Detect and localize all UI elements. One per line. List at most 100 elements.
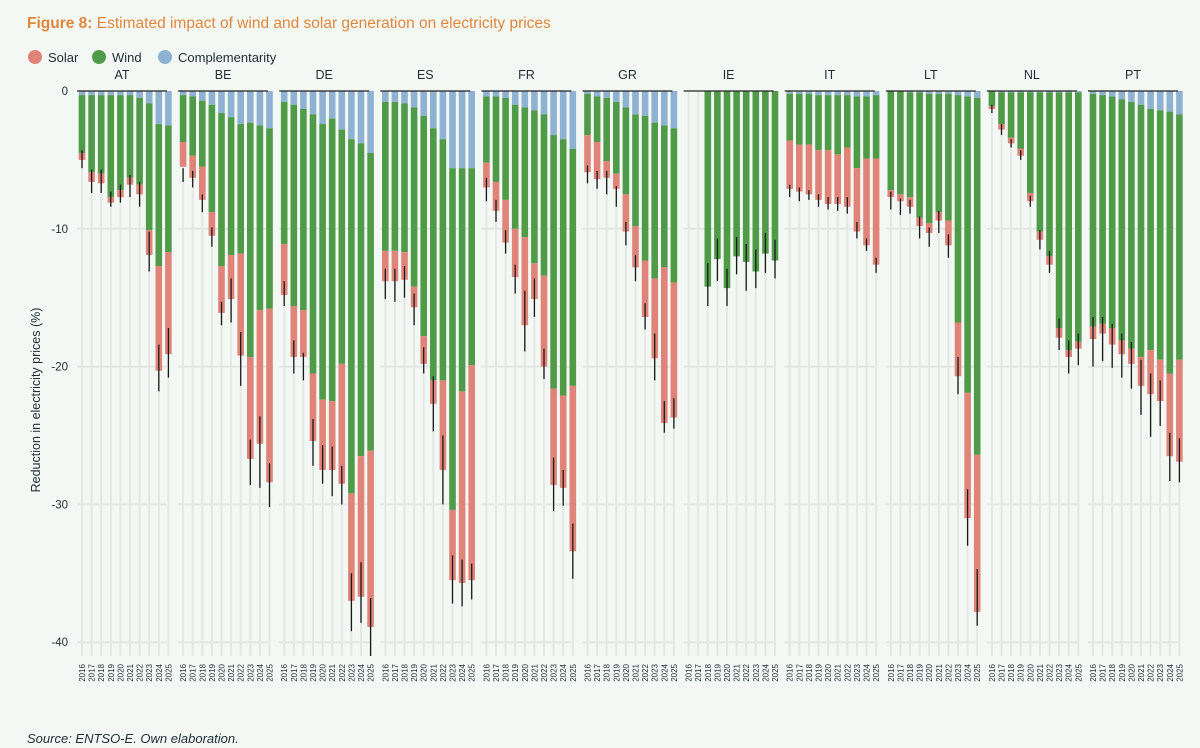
bar-complementarity xyxy=(613,91,620,103)
x-tick-label: 2024 xyxy=(559,663,568,681)
bar-complementarity xyxy=(155,91,163,125)
bar-wind xyxy=(897,91,904,195)
x-tick-label: 2020 xyxy=(319,663,328,681)
x-tick-label: 2021 xyxy=(429,663,438,681)
bar-complementarity xyxy=(357,91,365,144)
bar-wind xyxy=(1118,99,1126,341)
bar-wind xyxy=(208,104,216,213)
bar-complementarity xyxy=(430,91,437,129)
bar-wind xyxy=(954,95,962,323)
x-tick-label: 2023 xyxy=(246,663,255,681)
x-tick-label: 2017 xyxy=(189,663,198,681)
bar-wind xyxy=(1055,92,1063,329)
bar-complementarity xyxy=(973,91,981,98)
bar-complementarity xyxy=(531,91,538,111)
legend-swatch-complementarity xyxy=(158,50,172,64)
bar-wind xyxy=(925,93,933,224)
bar-complementarity xyxy=(328,91,336,119)
bar-solar xyxy=(872,158,880,265)
x-tick-label: 2024 xyxy=(357,663,366,681)
x-tick-label: 2023 xyxy=(1055,663,1064,681)
bar-wind xyxy=(521,107,529,238)
panel-title: FR xyxy=(518,68,535,82)
x-tick-label: 2025 xyxy=(973,663,982,681)
x-tick-label: 2025 xyxy=(266,663,275,681)
bar-complementarity xyxy=(247,91,254,123)
bar-complementarity xyxy=(256,91,264,126)
bar-wind xyxy=(844,95,851,148)
bar-solar xyxy=(227,254,235,300)
bar-solar xyxy=(357,456,365,597)
x-tick-label: 2018 xyxy=(704,663,713,681)
panel-title: LT xyxy=(924,68,938,82)
bar-wind xyxy=(1027,92,1034,193)
panel-it: IT 2016 2017 2018 2019 2020 2021 2022 2023 2024 20… xyxy=(784,68,881,682)
bar-wind xyxy=(815,95,822,151)
bar-complementarity xyxy=(569,91,577,149)
bar-complementarity xyxy=(670,91,678,129)
panel-ie: IE 2016 2017 2018 2019 2020 2021 2022 2023 2024 20… xyxy=(683,68,780,682)
bar-wind xyxy=(641,115,649,261)
bar-wind xyxy=(97,95,105,174)
x-tick-label: 2023 xyxy=(145,663,154,681)
bar-complementarity xyxy=(420,91,427,116)
bar-solar xyxy=(603,161,610,178)
panel-at: AT 2016 2017 2018 2019 2020 2021 2022 2023 2024 20… xyxy=(77,68,173,682)
bar-solar xyxy=(280,243,288,295)
x-tick-label: 2017 xyxy=(593,663,602,681)
bar-solar xyxy=(511,228,519,278)
bar-complementarity xyxy=(300,91,307,109)
x-tick-label: 2018 xyxy=(906,663,915,681)
x-tick-label: 2017 xyxy=(1099,663,1108,681)
bar-solar xyxy=(521,237,529,326)
x-tick-label: 2022 xyxy=(237,663,246,681)
bar-wind xyxy=(88,95,95,173)
bar-wind xyxy=(714,91,721,260)
bar-wind xyxy=(1075,92,1082,342)
figure-label: Figure 8: xyxy=(27,15,93,32)
bar-wind xyxy=(762,91,769,254)
x-tick-label: 2025 xyxy=(164,663,173,681)
panel-title: DE xyxy=(316,68,333,82)
bar-wind xyxy=(603,97,610,162)
bar-wind xyxy=(771,91,779,261)
bar-complementarity xyxy=(492,91,500,97)
bar-wind xyxy=(805,93,813,145)
bar-wind xyxy=(410,107,418,287)
bar-complementarity xyxy=(1128,91,1135,103)
x-tick-label: 2019 xyxy=(511,663,520,681)
bar-solar xyxy=(247,356,254,459)
x-tick-label: 2023 xyxy=(347,663,356,681)
x-tick-label: 2020 xyxy=(521,663,530,681)
x-tick-label: 2024 xyxy=(964,663,973,681)
bar-solar xyxy=(897,194,904,202)
bar-complementarity xyxy=(483,91,490,97)
x-tick-label: 2023 xyxy=(954,663,963,681)
bar-wind xyxy=(401,103,408,253)
x-tick-label: 2021 xyxy=(834,663,843,681)
bar-wind xyxy=(872,95,880,159)
bar-complementarity xyxy=(935,91,943,94)
x-tick-label: 2017 xyxy=(290,663,299,681)
legend-item-complementarity: Complementarity xyxy=(158,50,277,65)
x-tick-label: 2019 xyxy=(1017,663,1026,681)
x-tick-label: 2019 xyxy=(208,663,217,681)
bar-solar xyxy=(1166,373,1174,457)
x-tick-label: 2019 xyxy=(815,663,824,681)
bar-wind xyxy=(107,95,115,198)
x-tick-label: 2019 xyxy=(1118,663,1127,681)
x-tick-label: 2022 xyxy=(1046,663,1055,681)
bar-wind xyxy=(227,117,235,255)
x-tick-label: 2016 xyxy=(1089,663,1098,681)
bar-wind xyxy=(916,92,923,218)
bar-complementarity xyxy=(78,91,86,96)
bar-complementarity xyxy=(824,91,832,96)
x-tick-label: 2022 xyxy=(641,663,650,681)
x-tick-label: 2016 xyxy=(887,663,896,681)
bar-complementarity xyxy=(97,91,105,96)
bar-solar xyxy=(796,144,803,192)
bar-wind xyxy=(1007,92,1015,138)
bar-solar xyxy=(824,150,832,204)
x-tick-label: 2022 xyxy=(843,663,852,681)
bar-complementarity xyxy=(136,91,143,98)
